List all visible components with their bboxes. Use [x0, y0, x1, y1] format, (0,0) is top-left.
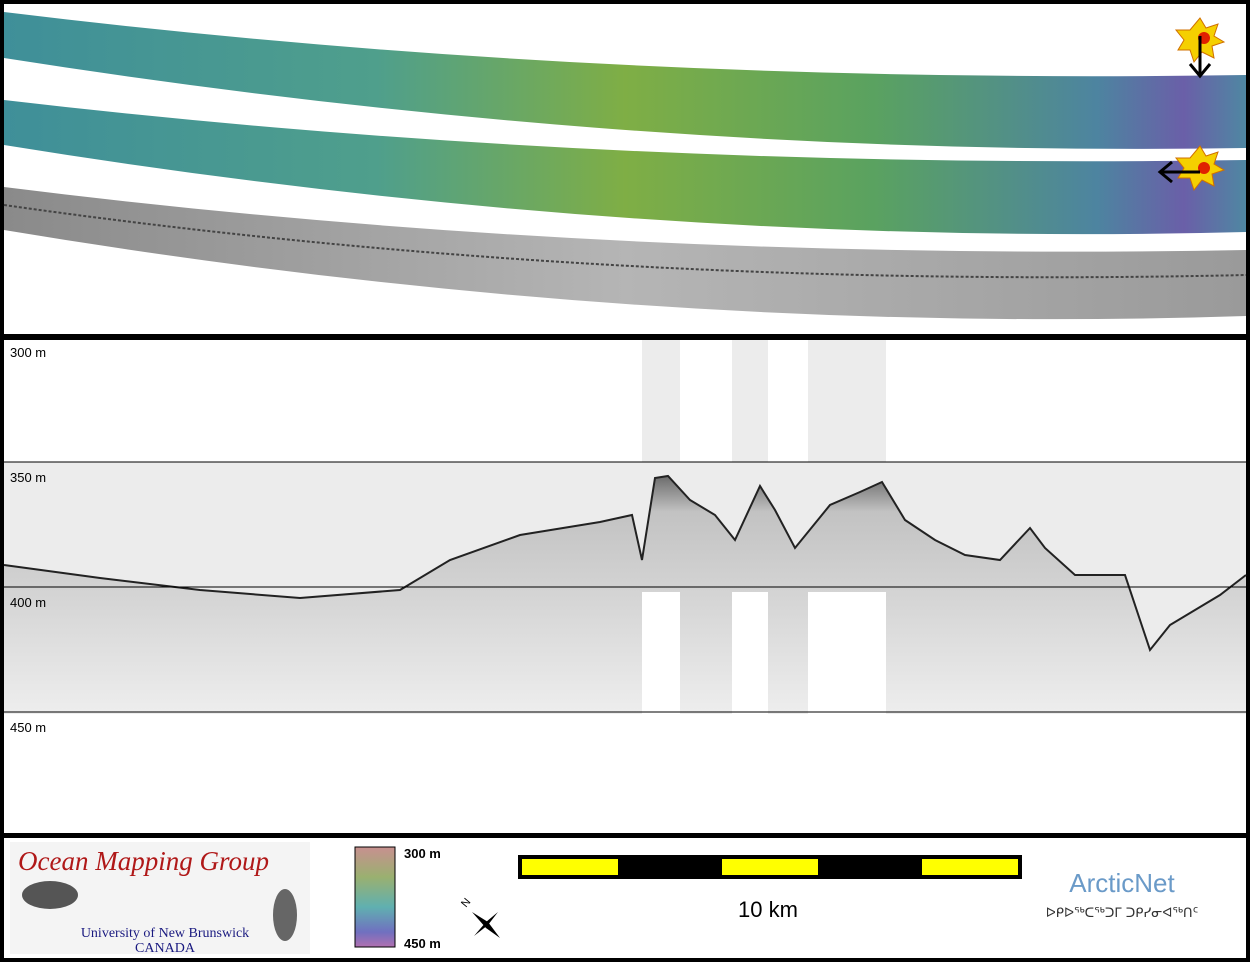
depth-label: 400 m [10, 595, 46, 610]
logo-graphic [22, 881, 78, 909]
seabed-line [3, 474, 1247, 653]
data-column [808, 340, 886, 462]
nadir-line [3, 204, 1247, 279]
data-column [732, 340, 768, 462]
scale-label: 10 km [738, 897, 798, 922]
swath-backscatter [4, 187, 1246, 320]
scale-segment [522, 859, 618, 875]
logo-country: CANADA [135, 941, 196, 956]
logo-title: Ocean Mapping Group [18, 846, 269, 876]
no-data [732, 592, 768, 714]
scale-segment [922, 859, 1018, 875]
swath-bathymetry [4, 100, 1246, 235]
sun-icon [1174, 17, 1226, 79]
logo-university: University of New Brunswick [81, 926, 249, 941]
colorbar-label: 300 m [404, 846, 441, 861]
partner-syllabics: ᐅᑭᐅᖅᑕᖅᑐᒥ ᑐᑭᓯᓂᐊᖅᑎᑦ [1046, 906, 1198, 921]
colorbar-label: 450 m [404, 936, 441, 951]
swath-bathymetry [4, 12, 1246, 149]
colorbar [354, 846, 396, 948]
depth-label: 300 m [10, 345, 46, 360]
logo-graphic [273, 889, 297, 941]
seabed-profile [4, 476, 1246, 714]
no-data [642, 592, 680, 714]
partner-name: ArcticNet [1069, 868, 1175, 898]
depth-label: 350 m [10, 470, 46, 485]
data-column [642, 340, 680, 462]
depth-label: 450 m [10, 720, 46, 735]
scale-segment [722, 859, 818, 875]
sun-icon [1157, 145, 1226, 192]
no-data [808, 592, 886, 714]
